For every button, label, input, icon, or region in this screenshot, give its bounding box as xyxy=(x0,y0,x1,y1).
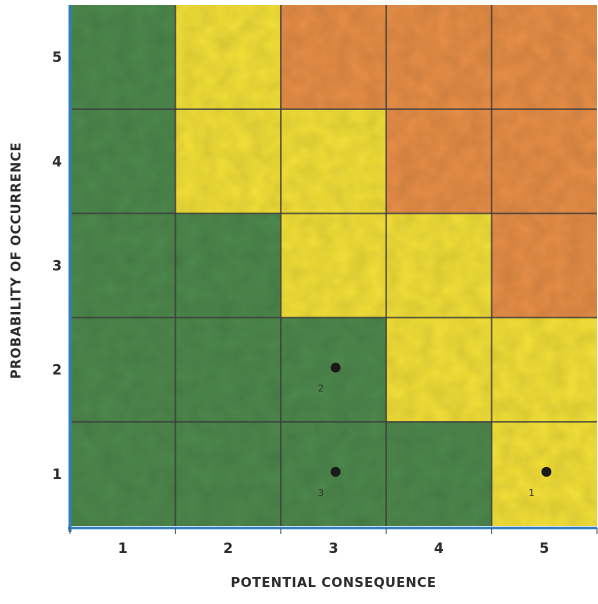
matrix-cell-2-3 xyxy=(175,213,281,318)
matrix-cell-2-2 xyxy=(175,317,281,422)
x-tick-label: 1 xyxy=(118,541,128,557)
matrix-cell-2-4 xyxy=(175,109,281,214)
matrix-cell-2-5 xyxy=(175,5,281,110)
x-axis-title: POTENTIAL CONSEQUENCE xyxy=(230,576,437,591)
x-tick-label: 5 xyxy=(539,541,549,557)
risk-point-3 xyxy=(330,466,341,477)
risk-point-label: 2 xyxy=(318,384,324,395)
gridlines-layer xyxy=(70,5,597,526)
matrix-cell-3-5 xyxy=(280,5,387,110)
y-tick-label: 1 xyxy=(52,467,62,483)
risk-point-label: 3 xyxy=(318,488,324,499)
matrix-cell-4-4 xyxy=(386,109,492,214)
matrix-cell-1-4 xyxy=(70,109,176,214)
matrix-cell-1-1 xyxy=(70,421,176,526)
matrix-cell-2-1 xyxy=(175,421,281,526)
matrix-cell-5-3 xyxy=(491,213,597,318)
matrix-cell-4-1 xyxy=(386,421,492,526)
risk-point-2 xyxy=(330,362,341,373)
risk-point-1 xyxy=(541,466,552,477)
y-axis-title: PROBABILITY OF OCCURRENCE xyxy=(9,141,25,380)
points-layer: 1 2 3 xyxy=(318,362,552,499)
risk-point-label: 1 xyxy=(528,488,534,499)
matrix-cell-4-5 xyxy=(386,5,492,110)
y-tick-label: 2 xyxy=(52,363,62,379)
labels-layer: 1 2 3 4 5 1 2 3 4 5 xyxy=(52,50,549,557)
y-tick-label: 3 xyxy=(52,259,62,275)
y-tick-label: 5 xyxy=(52,50,62,66)
axes-layer xyxy=(68,5,598,534)
x-tick-label: 2 xyxy=(223,541,233,557)
matrix-cell-4-2 xyxy=(386,317,492,422)
matrix-cell-3-3 xyxy=(280,213,387,318)
matrix-cell-3-4 xyxy=(280,109,387,214)
matrix-cell-4-3 xyxy=(386,213,492,318)
y-tick-label: 4 xyxy=(52,154,62,170)
matrix-cell-1-3 xyxy=(70,213,176,318)
x-tick-label: 4 xyxy=(434,541,444,557)
matrix-cell-1-2 xyxy=(70,317,176,422)
matrix-cell-5-4 xyxy=(491,109,597,214)
x-tick-label: 3 xyxy=(329,541,339,557)
cells-layer xyxy=(70,5,597,526)
matrix-cell-5-2 xyxy=(491,317,597,422)
matrix-cell-5-5 xyxy=(491,5,597,110)
matrix-cell-1-5 xyxy=(70,5,176,110)
